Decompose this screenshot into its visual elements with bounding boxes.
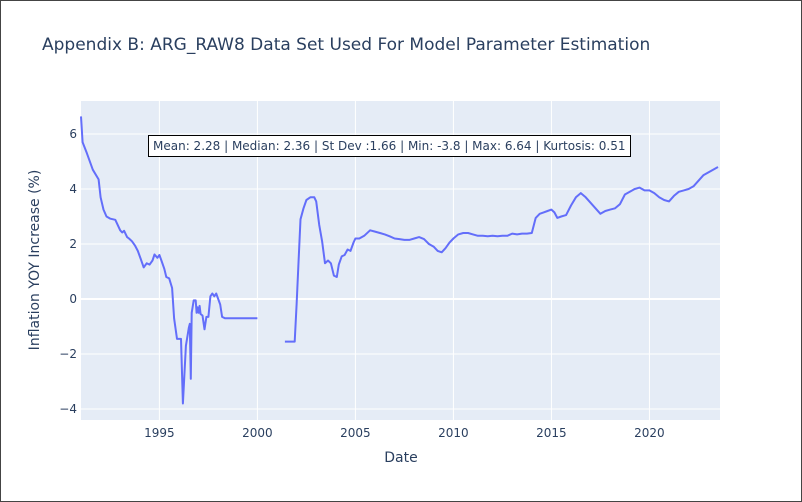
y-tick-label: −2 bbox=[59, 347, 77, 361]
y-tick-label: 6 bbox=[69, 127, 77, 141]
grid-lines bbox=[81, 101, 720, 420]
y-tick-label: 2 bbox=[69, 237, 77, 251]
x-tick-label: 1995 bbox=[144, 426, 175, 440]
tick-labels: 1995 2000 2005 2010 2015 2020 −4 −2 0 2 4 6 bbox=[59, 127, 664, 440]
x-axis-title: Date bbox=[384, 450, 417, 466]
stats-annotation: Mean: 2.28 | Median: 2.36 | St Dev :1.66… bbox=[148, 135, 631, 157]
y-tick-label: −4 bbox=[59, 402, 77, 416]
x-tick-label: 2020 bbox=[634, 426, 665, 440]
y-tick-label: 0 bbox=[69, 292, 77, 306]
x-tick-label: 2000 bbox=[242, 426, 273, 440]
series-layer bbox=[80, 116, 719, 405]
series-line-segment bbox=[284, 166, 719, 343]
x-tick-label: 2005 bbox=[340, 426, 371, 440]
series-line-segment bbox=[80, 116, 258, 405]
y-tick-label: 4 bbox=[69, 182, 77, 196]
chart-title: Appendix B: ARG_RAW8 Data Set Used For M… bbox=[42, 35, 651, 55]
y-axis-title: Inflation YOY Increase (%) bbox=[27, 170, 43, 351]
x-tick-label: 2010 bbox=[438, 426, 469, 440]
x-tick-label: 2015 bbox=[536, 426, 567, 440]
